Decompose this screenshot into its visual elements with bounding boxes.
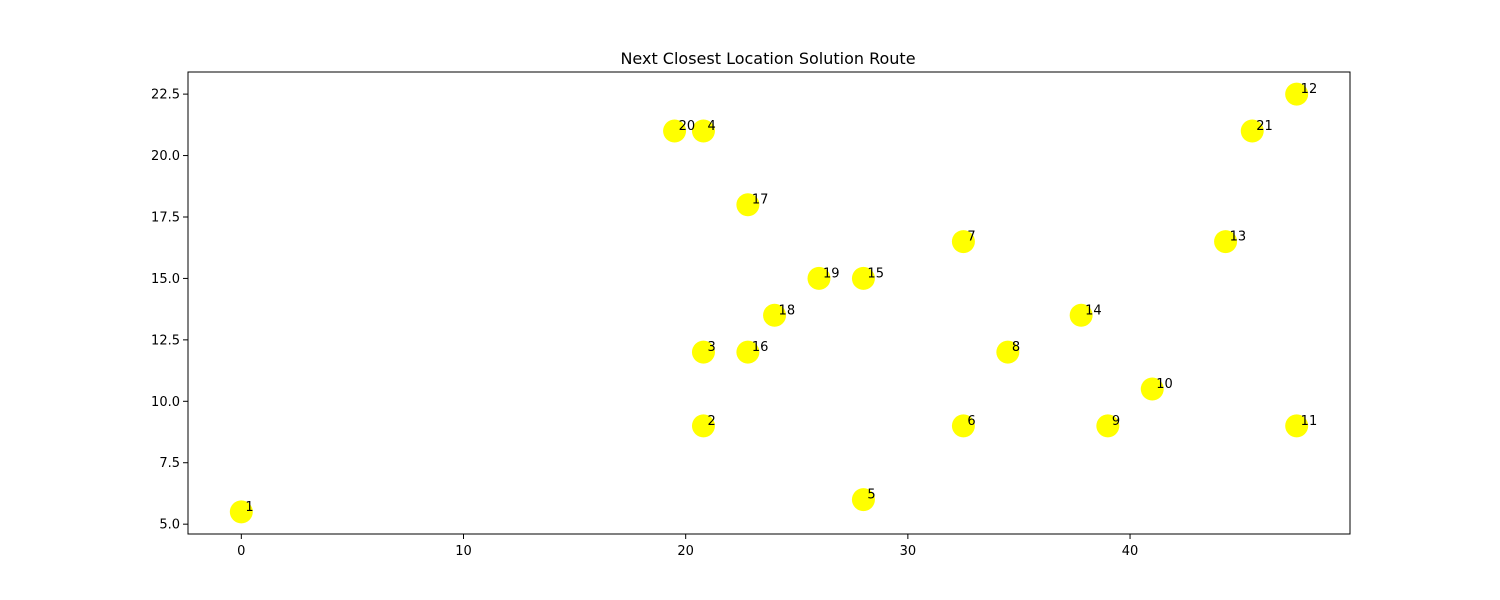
scatter-point [691, 414, 715, 438]
point-label: 8 [1012, 340, 1020, 355]
y-tick-label: 20.0 [151, 149, 180, 164]
point-label: 10 [1156, 377, 1173, 392]
x-tick-label: 20 [677, 544, 694, 559]
scatter-point [691, 340, 715, 364]
y-tick-label: 5.0 [159, 518, 180, 533]
scatter-point [996, 340, 1020, 364]
scatter-point [1285, 414, 1309, 438]
plot-frame [187, 71, 1351, 535]
scatter-point [736, 193, 760, 217]
point-label: 16 [752, 340, 769, 355]
scatter-point [951, 414, 975, 438]
scatter-point [663, 119, 687, 143]
y-tick-label: 12.5 [151, 333, 180, 348]
scatter-point [763, 303, 787, 327]
point-label: 20 [679, 119, 696, 134]
x-tick-label: 10 [455, 544, 472, 559]
point-label: 21 [1256, 119, 1273, 134]
scatter-point [1140, 377, 1164, 401]
point-label: 17 [752, 193, 769, 208]
scatter-point [807, 266, 831, 290]
y-tick-label: 15.0 [151, 272, 180, 287]
scatter-point [691, 119, 715, 143]
point-label: 3 [707, 340, 715, 355]
y-tick-label: 17.5 [151, 210, 180, 225]
scatter-point [851, 488, 875, 512]
point-label: 2 [707, 414, 715, 429]
scatter-point [1240, 119, 1264, 143]
point-label: 4 [707, 119, 715, 134]
point-label: 12 [1301, 82, 1318, 97]
point-label: 18 [779, 303, 796, 318]
x-tick-label: 40 [1122, 544, 1139, 559]
scatter-point [1214, 230, 1238, 254]
scatter-point [851, 266, 875, 290]
point-label: 19 [823, 266, 840, 281]
scatter-point [1285, 82, 1309, 106]
scatter-point [951, 230, 975, 254]
x-tick-label: 0 [237, 544, 245, 559]
point-label: 1 [245, 500, 253, 515]
point-label: 5 [867, 488, 875, 503]
point-label: 14 [1085, 303, 1102, 318]
chart-title: Next Closest Location Solution Route [620, 49, 915, 68]
y-tick-label: 22.5 [151, 88, 180, 103]
y-tick-label: 10.0 [151, 395, 180, 410]
y-axis: 5.0 7.5 10.0 12.5 15.0 17.5 20.0 22.5 [151, 88, 188, 533]
scatter-point [1069, 303, 1093, 327]
y-tick-label: 7.5 [159, 456, 180, 471]
point-label: 7 [967, 230, 975, 245]
scatter-point [1096, 414, 1120, 438]
point-label: 6 [967, 414, 975, 429]
scatter-point [736, 340, 760, 364]
x-tick-label: 30 [900, 544, 917, 559]
scatter-point [229, 500, 253, 524]
point-label: 15 [867, 266, 884, 281]
point-label: 13 [1230, 230, 1247, 245]
x-axis: 0 10 20 30 40 [237, 534, 1138, 559]
points-layer [229, 82, 1309, 524]
point-label: 9 [1112, 414, 1120, 429]
point-label: 11 [1301, 414, 1318, 429]
